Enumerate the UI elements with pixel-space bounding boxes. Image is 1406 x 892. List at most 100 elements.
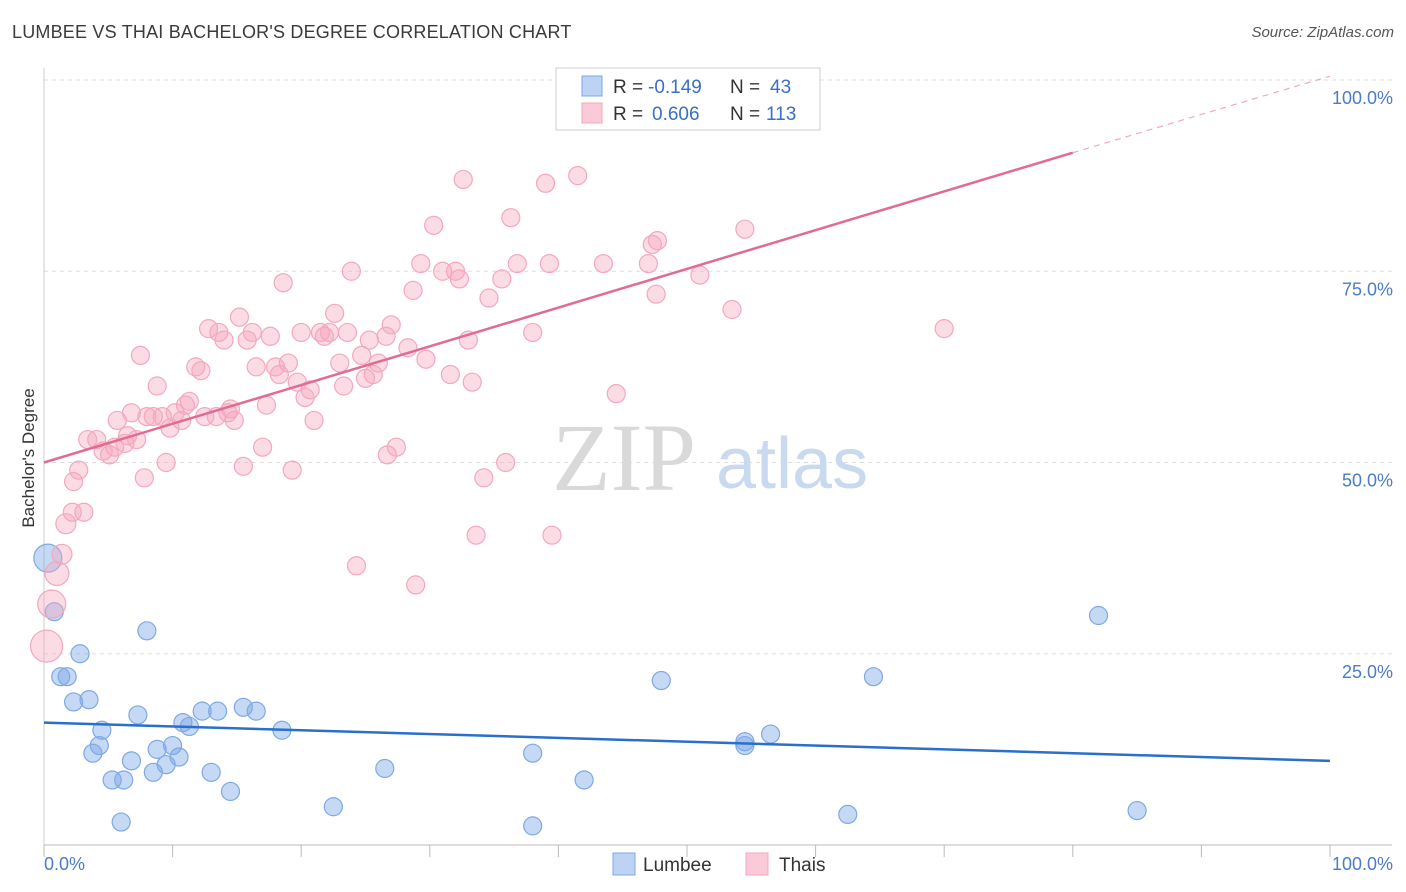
thais-point-51 [273, 273, 293, 293]
thais-point-82 [424, 215, 444, 235]
legend-thais-swatch [745, 852, 769, 876]
thais-point-86 [449, 269, 469, 289]
thais-point-105 [642, 234, 662, 255]
thais-point-17 [121, 403, 142, 423]
thais-point-61 [319, 322, 340, 343]
thais-point-48 [260, 326, 280, 346]
y-tick-label-0: 25.0% [1342, 662, 1393, 682]
thais-point-104 [638, 254, 659, 274]
axes [43, 68, 1392, 857]
thais-point-89 [462, 372, 482, 392]
thais-point-66 [341, 261, 361, 281]
thais-swatch [581, 102, 603, 124]
stats-legend: R = -0.149 N = 43 R = 0.606 N = 113 [555, 67, 821, 131]
lumbee-point-39 [838, 804, 858, 825]
lumbee-point-42 [1127, 800, 1147, 821]
lumbee-point-31 [375, 758, 395, 779]
lumbee-r-value: -0.149 [648, 77, 702, 98]
thais-point-98 [535, 173, 556, 193]
thais-point-25 [156, 452, 176, 473]
lumbee-point-14 [114, 770, 134, 790]
thais-point-76 [386, 437, 406, 457]
watermark: ZIP atlas [552, 404, 868, 511]
lumbee-point-13 [102, 770, 122, 790]
thais-point-71 [363, 364, 383, 385]
lumbee-point-2 [70, 644, 90, 664]
thais-point-52 [278, 353, 298, 373]
thais-point-31 [186, 357, 206, 377]
thais-point-5 [62, 502, 82, 522]
lumbee-point-11 [83, 743, 103, 763]
lumbee-point-19 [169, 747, 189, 767]
y-tick-label-1: 50.0% [1342, 471, 1393, 491]
thais-point-32 [191, 361, 211, 381]
lumbee-point-38 [760, 724, 781, 744]
lumbee-r-label: R = [613, 77, 643, 98]
thais-point-4 [55, 513, 77, 535]
lumbee-point-0 [33, 543, 63, 573]
trend-lines [43, 75, 1331, 763]
thais-point-3 [51, 543, 73, 565]
thais-point-45 [246, 357, 266, 377]
thais-points [29, 166, 954, 663]
thais-point-2 [44, 560, 70, 587]
watermark-zip: ZIP [552, 404, 696, 511]
lumbee-point-12 [121, 751, 142, 771]
lumbee-point-25 [233, 697, 253, 717]
thais-point-95 [501, 208, 521, 228]
thais-point-20 [134, 468, 154, 488]
thais-point-84 [440, 364, 460, 385]
thais-point-0 [29, 629, 64, 663]
thais-point-63 [330, 353, 350, 373]
legend-lumbee-swatch [612, 852, 636, 876]
thais-point-110 [735, 219, 755, 239]
lumbee-point-37 [735, 735, 755, 756]
lumbee-point-34 [574, 770, 594, 790]
thais-point-102 [593, 254, 614, 274]
lumbee-point-24 [208, 701, 228, 721]
chart-title: LUMBEE VS THAI BACHELOR'S DEGREE CORRELA… [12, 22, 572, 42]
thais-n-value: 113 [766, 104, 796, 125]
thais-point-87 [453, 169, 473, 190]
x-tick-label-max: 100.0% [1332, 854, 1393, 874]
thais-point-108 [690, 265, 710, 285]
lumbee-point-23 [201, 762, 221, 782]
lumbee-point-9 [92, 720, 112, 740]
thais-point-30 [179, 391, 199, 411]
source-label: Source: ZipAtlas.com [1251, 24, 1394, 41]
thais-point-90 [466, 525, 486, 545]
thais-point-6 [74, 502, 94, 522]
lumbee-point-22 [192, 701, 212, 721]
thais-point-21 [137, 407, 157, 427]
thais-point-91 [474, 468, 494, 488]
thais-point-8 [69, 460, 89, 480]
thais-point-111 [934, 319, 954, 339]
thais-point-37 [214, 330, 234, 350]
thais-point-99 [539, 254, 559, 274]
tick-labels: 25.0% 50.0% 75.0% 100.0% 0.0% 100.0% [44, 88, 1393, 874]
lumbee-point-40 [863, 667, 884, 687]
legend-thais-label: Thais [779, 855, 825, 876]
thais-point-101 [568, 166, 588, 186]
thais-point-57 [300, 380, 320, 400]
thais-point-81 [416, 349, 436, 369]
lumbee-points [33, 543, 1147, 836]
lumbee-point-7 [137, 621, 157, 641]
thais-point-53 [282, 460, 302, 480]
thais-trend-line [43, 151, 1074, 464]
y-tick-label-3: 100.0% [1332, 88, 1393, 108]
thais-point-40 [224, 410, 244, 431]
lumbee-point-30 [323, 797, 343, 817]
thais-point-103 [606, 384, 626, 404]
thais-point-79 [406, 575, 426, 595]
thais-point-94 [496, 452, 516, 473]
lumbee-point-35 [651, 670, 671, 691]
lumbee-point-4 [57, 667, 77, 687]
thais-point-58 [304, 410, 324, 431]
lumbee-point-8 [128, 705, 148, 725]
thais-point-73 [376, 326, 396, 346]
thais-point-65 [337, 322, 358, 343]
thais-point-97 [523, 322, 543, 343]
thais-trend-extension [1072, 75, 1331, 154]
